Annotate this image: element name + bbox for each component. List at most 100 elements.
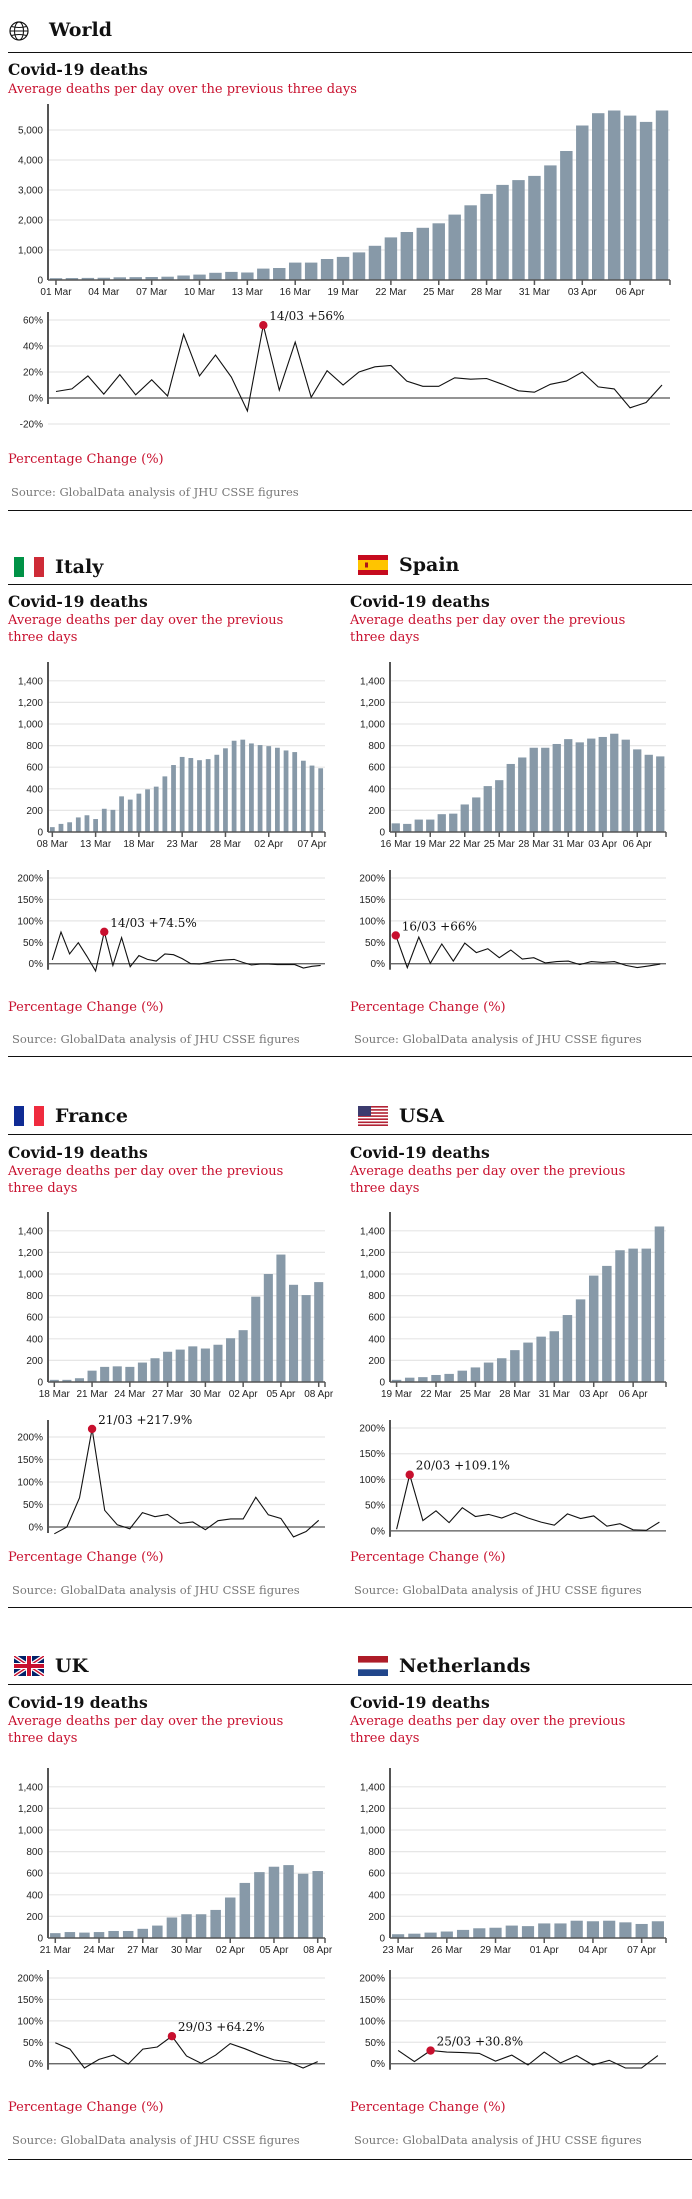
bar [125, 1366, 135, 1382]
section-title: Spain [399, 554, 460, 576]
y-tick-label: 1,000 [360, 1826, 385, 1837]
bar [226, 1338, 236, 1382]
peak-annotation: 14/03 +74.5% [110, 916, 197, 930]
spain-flag-icon [358, 555, 388, 575]
bar [496, 1358, 507, 1382]
usa-flag-icon [358, 1106, 388, 1126]
bar [483, 786, 492, 832]
y-tick-label: 1,000 [18, 1826, 43, 1837]
bar [521, 1926, 535, 1938]
y-tick-label: 600 [26, 763, 43, 774]
section-title: World [49, 19, 112, 41]
x-tick-label: 03 Apr [588, 839, 618, 850]
y-tick-label: 400 [368, 1334, 385, 1345]
x-tick-label: 30 Mar [171, 1945, 203, 1956]
y-tick-label: 1,000 [360, 720, 385, 731]
bar [536, 1336, 546, 1382]
x-tick-label: 04 Mar [88, 287, 120, 296]
bar [93, 819, 98, 832]
y-tick-label: 1,400 [360, 1782, 385, 1793]
bar [119, 796, 124, 832]
y-tick-label: 800 [368, 1847, 385, 1858]
x-tick-label: 04 Apr [578, 1945, 608, 1956]
bar [112, 1366, 122, 1382]
divider [8, 52, 692, 53]
bar [320, 259, 334, 280]
y-tick-label: 400 [26, 1334, 43, 1345]
bar [440, 1931, 453, 1938]
divider [8, 2159, 692, 2160]
bar [560, 151, 573, 280]
y-tick-label: 1,200 [18, 698, 43, 709]
bar [238, 1330, 248, 1382]
y-tick-label: 1,000 [360, 1270, 385, 1281]
series-line [396, 1472, 660, 1531]
x-tick-label: 01 Mar [40, 287, 72, 296]
bar [275, 747, 280, 832]
section-title: UK [55, 1655, 89, 1677]
bar [65, 278, 79, 280]
y-tick-label: 1,000 [18, 720, 43, 731]
x-tick-label: 26 Mar [431, 1945, 463, 1956]
bar [193, 274, 206, 280]
peak-marker [426, 2046, 435, 2055]
x-tick-label: 08 Apr [304, 1389, 334, 1400]
bar [495, 780, 504, 832]
bar [67, 822, 73, 832]
bar [110, 809, 116, 832]
x-tick-label: 25 Mar [460, 1389, 492, 1400]
y-tick-label: 1,000 [18, 246, 43, 257]
bar [628, 1248, 638, 1382]
y-tick-label: 4,000 [18, 156, 43, 167]
x-tick-label: 18 Mar [39, 1389, 71, 1400]
bar [58, 823, 64, 832]
spain-change-chart: 0% 50% 100% 150% 200% 16/03 +66% [359, 870, 666, 970]
y-tick-label: 1,400 [360, 1226, 385, 1237]
x-tick-label: 03 Apr [568, 287, 598, 296]
bar [231, 740, 237, 832]
bar [564, 739, 573, 832]
netherlands-deaths-chart: 0 200 400 600 800 1,000 1,200 1,400 23 Mar 26 Mar… [360, 1768, 667, 1956]
y-tick-label: 1,400 [18, 676, 43, 687]
y-tick-label: 1,200 [18, 1804, 43, 1815]
bar [152, 1925, 163, 1938]
chart-title: Covid-19 deaths [350, 1693, 490, 1712]
france-change-chart: 0% 50% 100% 150% 200% 21/03 +217.9% [17, 1413, 325, 1538]
y-tick-label: 400 [26, 1890, 43, 1901]
bar [240, 739, 246, 832]
x-tick-label: 24 Mar [114, 1389, 146, 1400]
bar [257, 745, 263, 832]
bar [424, 1932, 437, 1938]
y-tick-label: 0 [379, 1934, 385, 1945]
x-tick-label: 02 Apr [229, 1389, 259, 1400]
chart-subtitle: Average deaths per day over the previous… [8, 1164, 284, 1196]
peak-marker [405, 1470, 414, 1479]
y-tick-label: 150% [17, 1995, 43, 2006]
bar [179, 756, 185, 832]
bar [418, 1377, 428, 1382]
bar [384, 237, 398, 280]
netherlands-flag-icon [358, 1656, 388, 1676]
y-tick-label: -20% [20, 420, 43, 431]
chart-title: Covid-19 deaths [350, 592, 490, 611]
bar [200, 1348, 210, 1382]
bar [304, 262, 318, 280]
bar [621, 739, 630, 832]
bar [510, 1350, 520, 1382]
section-title: USA [399, 1105, 445, 1127]
divider [8, 1056, 692, 1057]
bar [263, 1274, 273, 1382]
x-tick-label: 07 Apr [298, 839, 328, 850]
percentage-change-label: Percentage Change (%) [350, 2100, 506, 2115]
series-line [55, 2035, 318, 2069]
bar [239, 1882, 251, 1938]
divider [8, 1607, 692, 1608]
percentage-change-label: Percentage Change (%) [8, 1550, 164, 1565]
netherlands-change-chart: 0% 50% 100% 150% 200% 25/03 +30.8% [359, 1970, 666, 2070]
y-tick-label: 400 [26, 784, 43, 795]
usa-change-chart: 0% 50% 100% 150% 200% 20/03 +109.1% [359, 1420, 666, 1537]
x-tick-label: 03 Apr [579, 1389, 609, 1400]
bar [607, 110, 621, 280]
bar [444, 1373, 454, 1382]
x-tick-label: 02 Apr [254, 839, 284, 850]
